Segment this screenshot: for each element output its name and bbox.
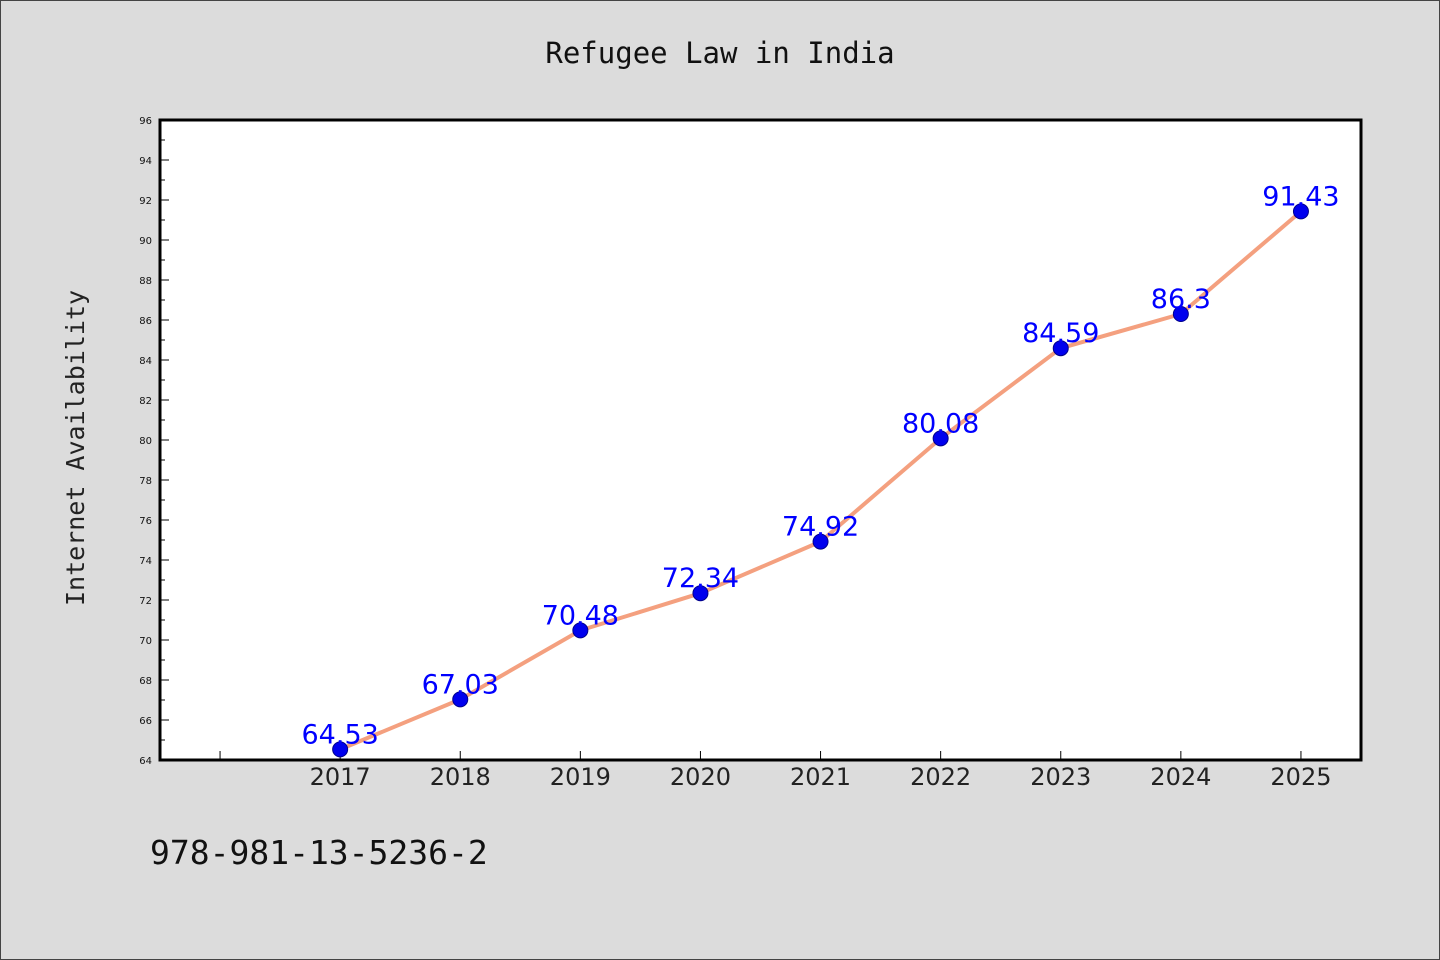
data-label: 67.03 (422, 669, 499, 700)
data-point (452, 691, 469, 708)
x-tick-label: 2023 (1030, 763, 1091, 791)
y-tick-label: 82 (139, 396, 152, 407)
data-point (1172, 306, 1189, 322)
data-label: 74.92 (782, 512, 859, 543)
series-layer: 64.53 67.03 70.48 72.34 74.92 80.08 84.59 86.3 9… (302, 181, 1340, 758)
y-tick-label: 86 (139, 316, 152, 327)
x-tick-label: 2021 (790, 763, 851, 791)
y-tick-label: 72 (139, 596, 152, 607)
y-tick-label: 92 (139, 196, 152, 207)
y-tick-label: 78 (139, 476, 152, 487)
y-axis: 64 66 68 70 72 74 76 78 80 82 84 86 88 90 92 94 96 (139, 116, 169, 767)
y-tick-label: 80 (139, 436, 152, 447)
x-tick-label: 2018 (430, 763, 491, 791)
data-point (812, 533, 829, 550)
data-label: 70.48 (542, 600, 619, 631)
y-tick-label: 90 (139, 236, 152, 247)
data-point (332, 741, 349, 758)
y-tick-label: 64 (139, 756, 152, 767)
y-axis-label: Internet Availability (61, 290, 90, 606)
x-tick-label: 2025 (1270, 763, 1331, 791)
x-tick-label: 2022 (910, 763, 971, 791)
data-label: 84.59 (1022, 318, 1099, 349)
y-tick-label: 84 (139, 356, 152, 367)
data-point (1052, 340, 1069, 357)
x-axis: 2017 2018 2019 2020 2021 2022 2023 2024 2025 (219, 751, 1331, 791)
y-tick-label: 74 (139, 556, 152, 567)
chart-title: Refugee Law in India (545, 36, 894, 70)
footer-isbn: 978-981-13-5236-2 (150, 833, 488, 872)
y-tick-label: 88 (139, 276, 152, 287)
y-tick-label: 94 (139, 156, 152, 167)
y-tick-label: 68 (139, 676, 152, 687)
plot-area (158, 118, 1363, 762)
data-label: 91.43 (1262, 181, 1339, 212)
data-point (692, 585, 709, 602)
x-tick-label: 2024 (1150, 763, 1211, 791)
data-label: 64.53 (302, 719, 379, 750)
data-point (932, 430, 949, 447)
y-tick-label: 76 (139, 516, 152, 527)
data-point (572, 622, 589, 639)
data-label: 86.3 (1151, 284, 1211, 315)
data-label: 80.08 (902, 408, 979, 439)
y-tick-label: 66 (139, 716, 152, 727)
x-tick-label: 2019 (550, 763, 611, 791)
data-point (1292, 203, 1309, 220)
y-tick-label: 96 (139, 116, 152, 127)
x-tick-label: 2017 (310, 763, 371, 791)
data-label: 72.34 (662, 563, 739, 594)
y-tick-label: 70 (139, 636, 152, 647)
x-tick-label: 2020 (670, 763, 731, 791)
